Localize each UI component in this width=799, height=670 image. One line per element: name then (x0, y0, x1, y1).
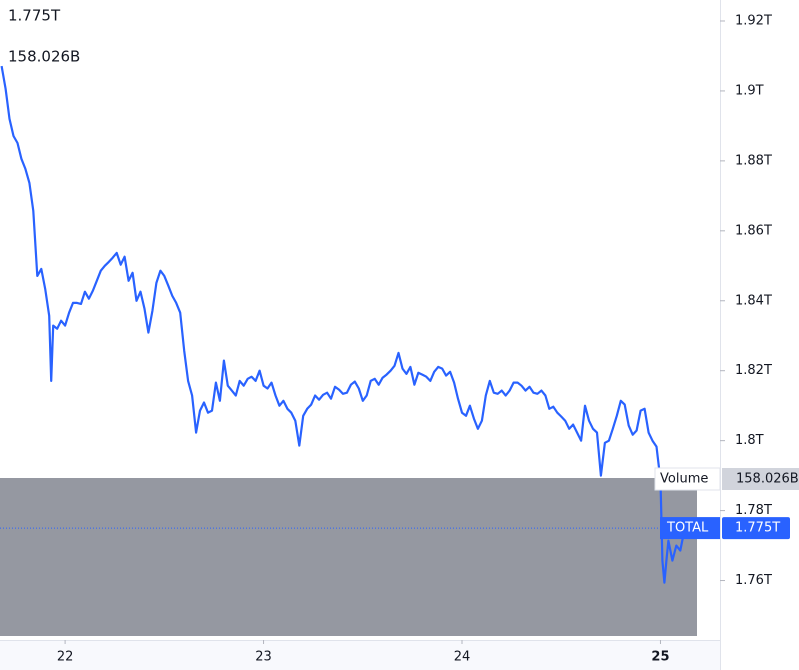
x-tick-label: 25 (651, 650, 669, 665)
plot-area (0, 65, 697, 636)
time-axis-band (0, 640, 720, 670)
header-volume: 158.026B (8, 48, 80, 66)
y-tick-label: 1.9T (735, 83, 764, 98)
x-tick-label: 22 (57, 650, 74, 665)
price-line (0, 65, 694, 584)
volume-name: Volume (660, 472, 708, 487)
y-tick-label: 1.88T (735, 153, 772, 168)
volume-value-box (722, 468, 799, 490)
series-name: TOTAL (666, 521, 709, 536)
x-tick-label: 24 (454, 650, 471, 665)
y-tick-label: 1.84T (735, 293, 772, 308)
y-tick-label: 1.92T (735, 13, 772, 28)
series-name-box (660, 517, 720, 540)
header-price: 1.775T (8, 7, 61, 25)
last-value-box (722, 517, 790, 540)
y-tick-label: 1.78T (735, 503, 772, 518)
last-value-label: 1.775T (735, 521, 780, 536)
volume-name-box (654, 467, 721, 491)
volume-bar (0, 478, 697, 636)
y-tick-label: 1.76T (735, 573, 772, 588)
y-tick-label: 1.82T (735, 363, 772, 378)
x-tick-label: 23 (255, 650, 272, 665)
y-tick-label: 1.86T (735, 223, 772, 238)
y-tick-label: 1.8T (735, 433, 764, 448)
volume-value-label: 158.026B (736, 472, 799, 487)
